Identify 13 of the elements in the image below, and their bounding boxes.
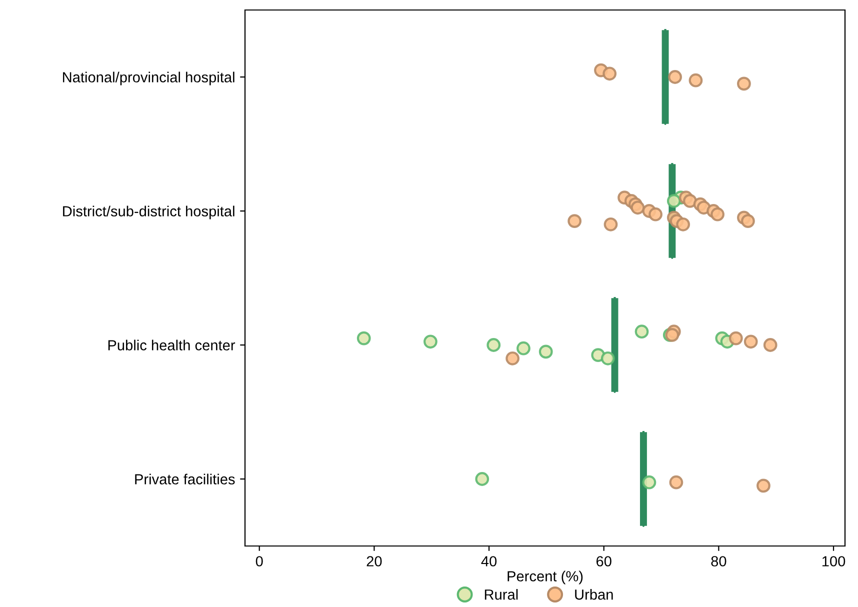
x-tick-label: 40 — [481, 556, 497, 566]
x-tick-label: 0 — [256, 556, 263, 566]
x-tick-label: 100 — [822, 556, 846, 566]
x-axis-title: Percent (%) — [508, 570, 583, 584]
y-tick-label: District/sub-district hospital — [63, 206, 234, 220]
y-tick-label: Private facilities — [135, 474, 235, 484]
x-tick-label: 80 — [711, 556, 726, 566]
legend-label: Rural — [484, 589, 518, 600]
x-tick-label: 60 — [596, 556, 612, 566]
x-tick-label: 20 — [366, 556, 382, 566]
legend-label: Urban — [575, 589, 613, 600]
y-tick-label: National/provincial hospital — [63, 72, 234, 86]
y-tick-label: Public health center — [108, 340, 236, 350]
